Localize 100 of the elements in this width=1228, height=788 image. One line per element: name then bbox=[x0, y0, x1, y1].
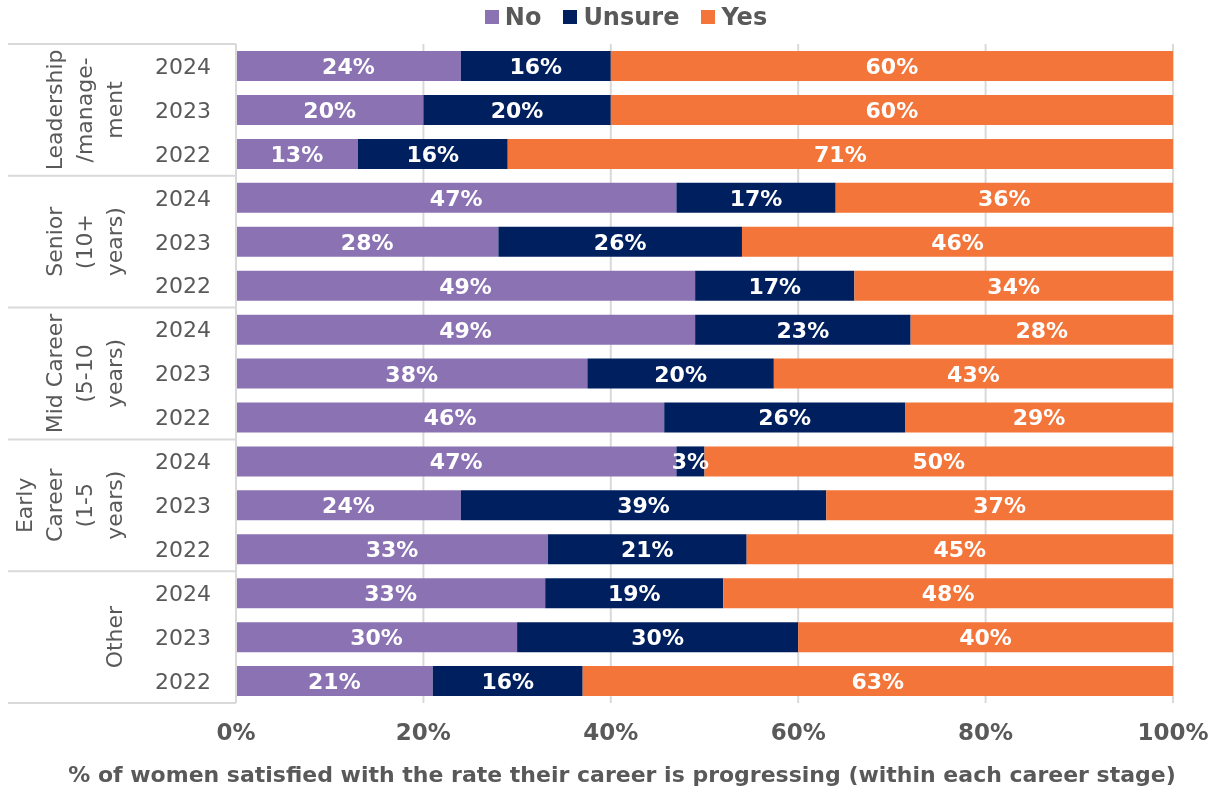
data-label: 49% bbox=[439, 273, 492, 299]
data-label: 26% bbox=[758, 405, 811, 430]
data-label: 60% bbox=[865, 97, 919, 123]
data-label: 71% bbox=[814, 141, 867, 167]
data-label: 40% bbox=[959, 624, 1012, 650]
text: Mid Career (5-10 years) bbox=[41, 312, 127, 434]
bar bbox=[236, 94, 424, 125]
bar bbox=[548, 534, 747, 565]
bar bbox=[610, 94, 1173, 125]
bar bbox=[905, 402, 1173, 433]
data-label: 28% bbox=[340, 229, 394, 255]
bar bbox=[826, 490, 1173, 521]
data-label: 20% bbox=[654, 361, 707, 387]
y-tick-label: 2024 bbox=[155, 449, 211, 475]
bar bbox=[236, 182, 677, 213]
data-label: 17% bbox=[748, 273, 802, 299]
bar bbox=[835, 182, 1173, 213]
data-label: 17% bbox=[729, 185, 783, 211]
data-label: 63% bbox=[851, 668, 905, 694]
data-label: 46% bbox=[423, 405, 477, 430]
data-label: 26% bbox=[593, 229, 647, 255]
data-label: 37% bbox=[973, 492, 1026, 518]
bar bbox=[236, 358, 588, 389]
data-label: 48% bbox=[921, 580, 975, 606]
text: Other bbox=[101, 604, 127, 669]
y-tick-label: 2024 bbox=[155, 185, 211, 211]
y-tick-label: 2024 bbox=[155, 317, 211, 343]
bar bbox=[236, 226, 499, 257]
x-tick-label: 20% bbox=[395, 719, 451, 746]
y-tick-label: 2023 bbox=[155, 493, 211, 519]
data-label: 36% bbox=[978, 185, 1031, 211]
data-label: 16% bbox=[481, 668, 535, 694]
bar bbox=[587, 358, 774, 389]
bar bbox=[910, 314, 1173, 345]
bar bbox=[517, 622, 799, 653]
bar bbox=[798, 622, 1173, 653]
data-label: 20% bbox=[303, 97, 357, 123]
bar bbox=[664, 402, 906, 433]
y-tick-label: 2022 bbox=[155, 537, 211, 563]
bar bbox=[676, 182, 836, 213]
bar bbox=[236, 534, 549, 565]
data-label: 50% bbox=[912, 448, 966, 474]
bar bbox=[854, 270, 1173, 301]
x-axis-title: % of women satisfied with the rate their career is progressing (within each career stage) bbox=[68, 762, 1176, 787]
legend-label: Unsure bbox=[583, 2, 680, 33]
bar bbox=[236, 578, 546, 609]
data-label: 16% bbox=[509, 53, 563, 79]
data-label: 47% bbox=[429, 185, 483, 211]
bar bbox=[423, 94, 611, 125]
bar bbox=[746, 534, 1173, 565]
bar bbox=[236, 51, 461, 82]
bar bbox=[741, 226, 1173, 257]
data-label: 19% bbox=[607, 580, 661, 606]
y-tick-label: 2022 bbox=[155, 273, 211, 299]
y-tick-label: 2024 bbox=[155, 53, 211, 79]
bar bbox=[695, 270, 855, 301]
y-tick-label: 2022 bbox=[155, 405, 211, 431]
y-tick-label: 2023 bbox=[155, 229, 211, 255]
bar bbox=[236, 270, 696, 301]
data-label: 60% bbox=[865, 53, 919, 79]
bar bbox=[498, 226, 742, 257]
data-label: 46% bbox=[931, 229, 984, 255]
data-label: 24% bbox=[322, 53, 375, 79]
data-label: 30% bbox=[631, 624, 684, 650]
bar bbox=[695, 314, 911, 345]
bar bbox=[723, 578, 1173, 609]
y-tick-label: 2022 bbox=[155, 141, 211, 167]
data-label: 20% bbox=[490, 97, 544, 123]
data-label: 23% bbox=[776, 317, 830, 343]
bar bbox=[582, 666, 1173, 697]
x-tick-label: 100% bbox=[1137, 719, 1209, 746]
y-tick-label: 2023 bbox=[155, 361, 211, 387]
data-label: 16% bbox=[406, 141, 460, 167]
text: Senior (10+ years) bbox=[41, 205, 127, 277]
y-tick-label: 2023 bbox=[155, 624, 211, 650]
data-label: 30% bbox=[350, 624, 403, 650]
x-tick-label: 60% bbox=[770, 719, 826, 746]
data-label: 24% bbox=[322, 492, 375, 518]
y-tick-label: 2024 bbox=[155, 580, 211, 606]
data-label: 33% bbox=[364, 580, 417, 606]
data-label: 28% bbox=[1015, 317, 1069, 343]
data-label: 29% bbox=[1012, 405, 1066, 430]
data-label: 21% bbox=[308, 668, 361, 694]
bar bbox=[236, 314, 696, 345]
legend-label: No bbox=[504, 2, 542, 33]
bar bbox=[236, 402, 665, 433]
y-tick-label: 2022 bbox=[155, 668, 211, 694]
x-tick-label: 0% bbox=[216, 719, 256, 746]
bar bbox=[545, 578, 724, 609]
bar bbox=[236, 490, 461, 521]
data-label: 13% bbox=[270, 141, 324, 167]
data-label: 47% bbox=[429, 448, 483, 474]
bar bbox=[507, 138, 1173, 169]
bar bbox=[236, 622, 518, 653]
data-label: 43% bbox=[947, 361, 1000, 387]
y-tick-label: 2023 bbox=[155, 97, 211, 123]
text: Early Career (1-5 years) bbox=[11, 467, 127, 543]
x-tick-label: 80% bbox=[958, 719, 1014, 746]
bar bbox=[773, 358, 1173, 389]
data-label: 21% bbox=[621, 536, 674, 562]
